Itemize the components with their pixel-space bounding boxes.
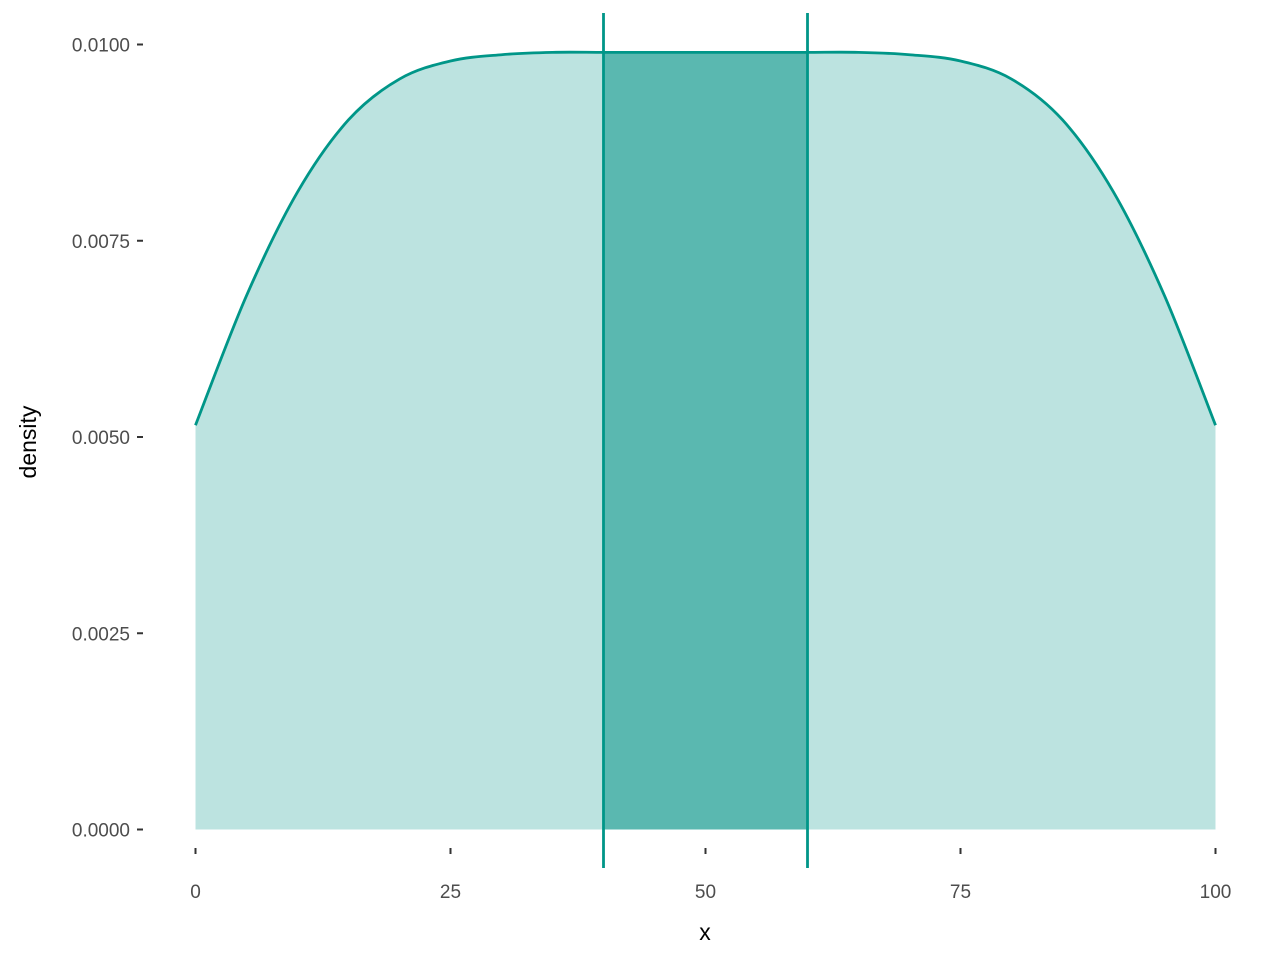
x-tick-label-0: 0 bbox=[190, 882, 201, 903]
y-tick-label-4: 0.0100 bbox=[72, 36, 130, 57]
y-tick-label-1: 0.0025 bbox=[72, 624, 130, 645]
area-layer bbox=[195, 52, 1216, 830]
y-tick-label-0: 0.0000 bbox=[72, 821, 130, 842]
y-axis-title: density bbox=[15, 405, 41, 478]
y-tick-label-3: 0.0075 bbox=[72, 232, 130, 253]
x-axis-title: x bbox=[699, 919, 711, 945]
x-tick-label-25: 25 bbox=[440, 882, 461, 903]
line-layer bbox=[194, 13, 1217, 868]
x-tick-label-75: 75 bbox=[950, 882, 971, 903]
y-tick-label-2: 0.0050 bbox=[72, 428, 130, 449]
x-tick-label-100: 100 bbox=[1200, 882, 1232, 903]
axis-layer: 0 25 50 75 100 0.0000 0.0025 0.0050 0.0075 0.0100 bbox=[72, 36, 1231, 904]
density-line bbox=[194, 50, 1217, 426]
highlight-interval-area bbox=[603, 52, 808, 830]
x-tick-label-50: 50 bbox=[695, 882, 716, 903]
